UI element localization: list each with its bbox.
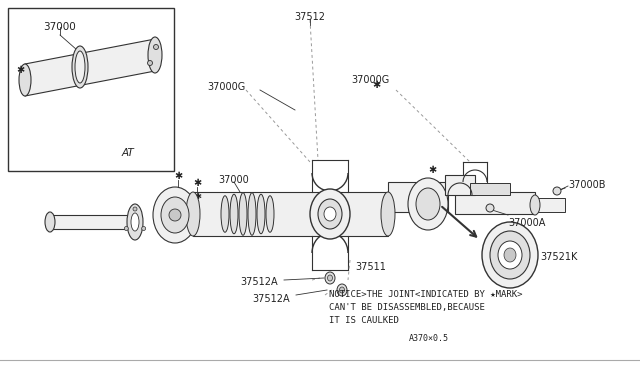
Ellipse shape — [221, 196, 229, 232]
Ellipse shape — [337, 284, 347, 296]
Text: ✱: ✱ — [195, 192, 202, 201]
Ellipse shape — [381, 192, 395, 236]
Ellipse shape — [147, 61, 152, 65]
Text: 37000G: 37000G — [351, 75, 389, 85]
Ellipse shape — [131, 213, 139, 231]
Ellipse shape — [153, 187, 197, 243]
Ellipse shape — [161, 197, 189, 233]
Ellipse shape — [186, 192, 200, 236]
Ellipse shape — [325, 272, 335, 284]
Ellipse shape — [127, 204, 143, 240]
Ellipse shape — [266, 196, 274, 232]
Ellipse shape — [339, 287, 344, 293]
Text: 37512A: 37512A — [252, 294, 290, 304]
Ellipse shape — [310, 189, 350, 239]
Ellipse shape — [328, 275, 333, 281]
Bar — [535, 198, 565, 212]
Ellipse shape — [248, 193, 256, 235]
Ellipse shape — [72, 46, 88, 88]
Bar — [455, 192, 535, 214]
Ellipse shape — [239, 193, 247, 235]
Text: 37511: 37511 — [355, 262, 386, 272]
Ellipse shape — [45, 212, 55, 232]
Text: 37512A: 37512A — [241, 277, 278, 287]
Text: ✱: ✱ — [16, 65, 24, 75]
Text: 37000: 37000 — [44, 22, 76, 32]
Ellipse shape — [553, 187, 561, 195]
Ellipse shape — [154, 45, 159, 49]
Ellipse shape — [504, 248, 516, 262]
Ellipse shape — [486, 204, 494, 212]
Bar — [388, 182, 448, 212]
Text: 37000: 37000 — [219, 175, 250, 185]
Text: AT: AT — [122, 148, 134, 158]
Ellipse shape — [19, 64, 31, 96]
Ellipse shape — [324, 207, 336, 221]
Bar — [193, 192, 388, 236]
Text: 37000G: 37000G — [207, 82, 245, 92]
Bar — [445, 175, 475, 195]
Ellipse shape — [490, 231, 530, 279]
Ellipse shape — [230, 194, 238, 234]
Text: 37521K: 37521K — [540, 252, 577, 262]
Ellipse shape — [75, 51, 85, 83]
Text: ✱: ✱ — [174, 171, 182, 181]
Text: ✱: ✱ — [193, 178, 201, 188]
Ellipse shape — [169, 209, 181, 221]
Bar — [50, 215, 135, 229]
Text: 37000B: 37000B — [568, 180, 605, 190]
Ellipse shape — [408, 178, 448, 230]
Text: ✱: ✱ — [428, 165, 436, 175]
Ellipse shape — [416, 188, 440, 220]
Ellipse shape — [257, 194, 265, 234]
Ellipse shape — [148, 37, 162, 73]
Text: NOTICE>THE JOINT<INDICATED BY ★MARK>: NOTICE>THE JOINT<INDICATED BY ★MARK> — [329, 290, 522, 299]
Ellipse shape — [318, 199, 342, 229]
Ellipse shape — [141, 227, 146, 231]
Text: IT IS CAULKED: IT IS CAULKED — [329, 316, 399, 325]
Ellipse shape — [530, 195, 540, 215]
Text: A370×0.5: A370×0.5 — [409, 334, 449, 343]
Polygon shape — [25, 39, 155, 96]
Text: 37000A: 37000A — [508, 218, 545, 228]
Bar — [470, 183, 510, 195]
Text: CAN'T BE DISASSEMBLED,BECAUSE: CAN'T BE DISASSEMBLED,BECAUSE — [329, 303, 485, 312]
Ellipse shape — [133, 207, 137, 211]
Bar — [8, 8, 174, 171]
Text: ✱: ✱ — [372, 80, 380, 90]
Ellipse shape — [482, 222, 538, 288]
Ellipse shape — [498, 241, 522, 269]
Text: 37512: 37512 — [294, 12, 326, 22]
Ellipse shape — [124, 227, 129, 231]
